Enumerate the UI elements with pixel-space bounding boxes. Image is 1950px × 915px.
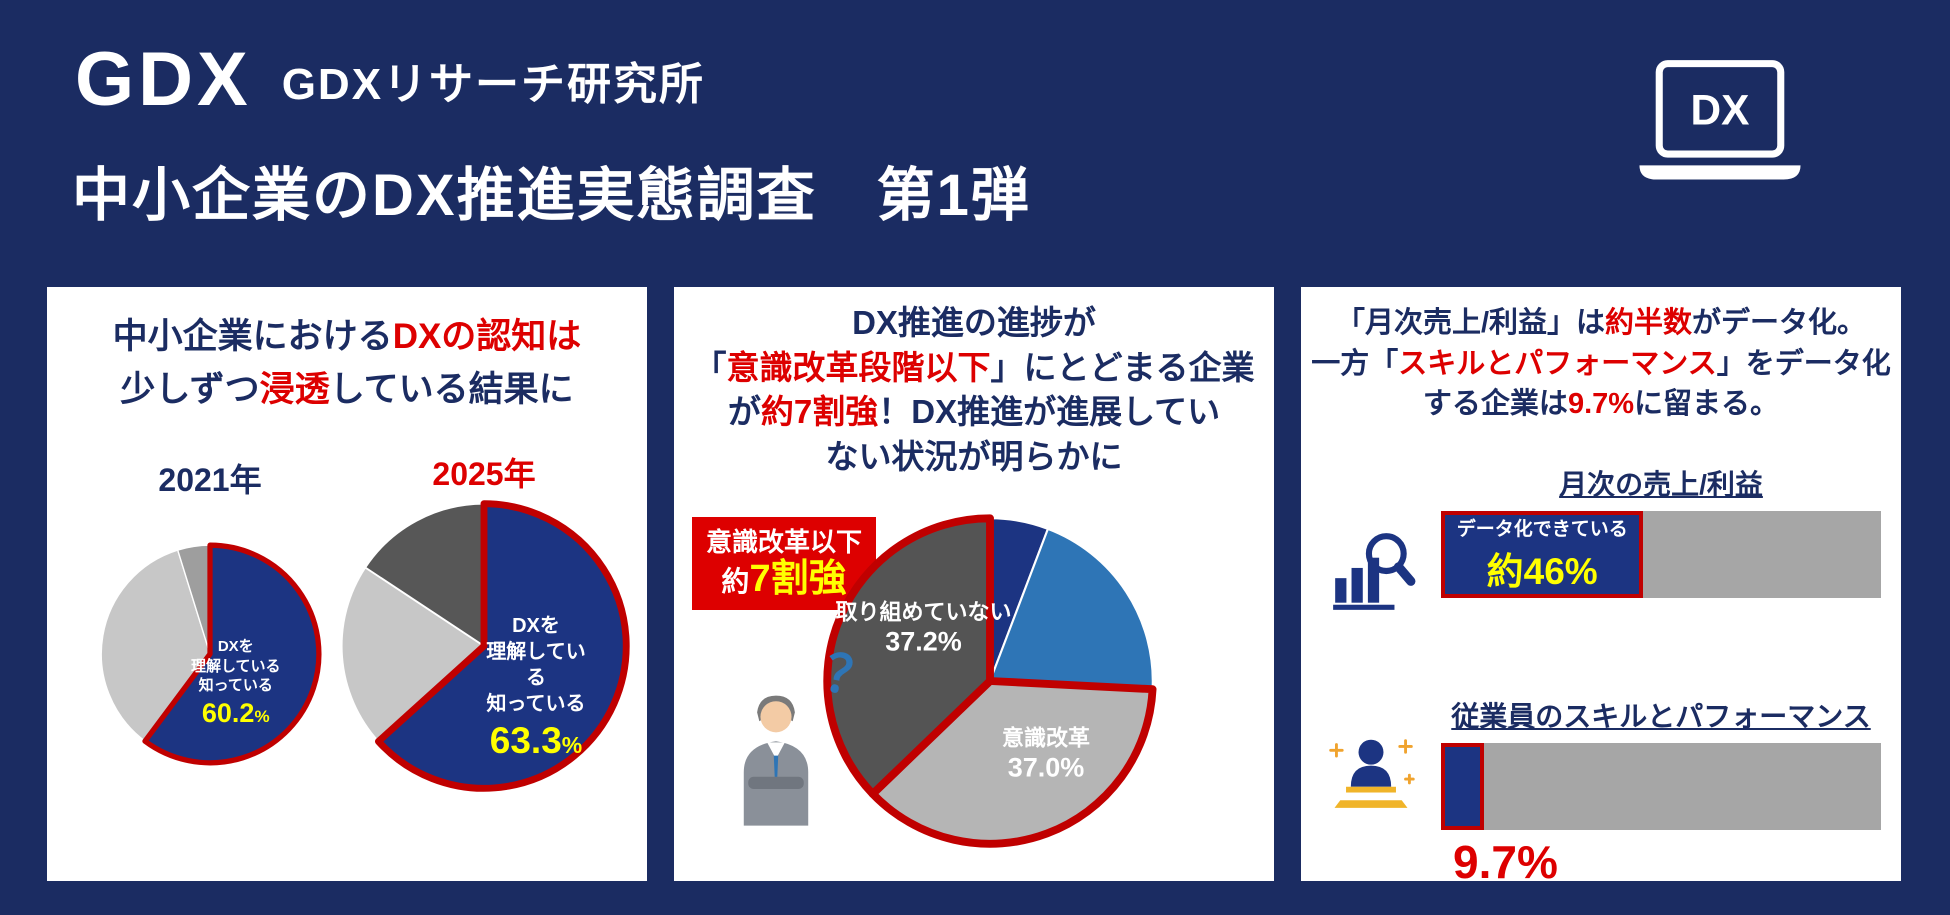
org-name: GDXリサーチ研究所 <box>281 60 706 109</box>
bar1-track: データ化できている 約46% <box>1441 511 1881 598</box>
panel1-title: 中小企業におけるDXの認知は 少しずつ浸透している結果に <box>47 287 647 416</box>
panel-data-usage: 「月次売上/利益」は約半数がデータ化。 一方「スキルとパフォーマンス」をデータ化… <box>1301 287 1901 888</box>
laptop-dx-label: DX <box>1691 86 1750 133</box>
logo-row: GDX GDXリサーチ研究所 <box>75 42 705 118</box>
dx-laptop-icon: DX <box>1600 58 1840 188</box>
pie-progress-svg <box>823 514 1157 848</box>
bar1-annotation: データ化できている <box>1456 519 1628 540</box>
panel2-title: DX推進の進捗が 「意識改革段階以下」にとどまる企業 が約7割強！DX推進が進展… <box>693 304 1255 475</box>
panel1-title-line1: 中小企業におけるDXの認知は <box>112 317 582 356</box>
bar1-label: 月次の売上/利益 <box>1559 469 1763 500</box>
magnifier-chart-icon <box>1327 525 1419 617</box>
year-label-2021: 2021年 <box>158 462 262 498</box>
highlight-badge: 意識改革以下 約7割強 <box>692 517 876 610</box>
person-laptop-icon <box>1323 719 1419 819</box>
bar1-value: 約46% <box>1486 551 1598 592</box>
bar2-track <box>1441 743 1881 830</box>
page-title: 中小企業のDX推進実態調査 第1弾 <box>72 163 1031 228</box>
header: GDX GDXリサーチ研究所 中小企業のDX推進実態調査 第1弾 DX <box>0 0 1950 287</box>
pie-2021-svg <box>100 542 322 766</box>
pie-chart-2025: DXを 理解している 知っている 63.3% <box>331 493 637 799</box>
pie-2025-svg <box>340 500 630 792</box>
panel1-title-line2: 少しずつ浸透している結果に <box>120 369 574 409</box>
gdx-logo: GDX <box>75 37 252 122</box>
bar2-value: 9.7% <box>1453 836 1558 888</box>
pie-chart-2021: DXを 理解している 知っている 60.2% <box>93 537 327 771</box>
panel-dx-progress: DX推進の進捗が 「意識改革段階以下」にとどまる企業 が約7割強！DX推進が進展… <box>674 287 1274 881</box>
bar2-label: 従業員のスキルとパフォーマンス <box>1451 701 1871 732</box>
thinking-person-illustration <box>726 689 826 829</box>
panels-row: 中小企業におけるDXの認知は 少しずつ浸透している結果に 2021年 2025年… <box>47 287 1901 888</box>
year-label-2025: 2025年 <box>432 456 536 492</box>
panel3-title: 「月次売上/利益」は約半数がデータ化。 一方「スキルとパフォーマンス」をデータ化… <box>1311 307 1891 421</box>
pie-chart-progress: 取り組めていない 37.2% 意識改革 37.0% <box>815 506 1165 856</box>
bar1-fill: データ化できている 約46% <box>1441 511 1644 598</box>
panel-dx-awareness: 中小企業におけるDXの認知は 少しずつ浸透している結果に 2021年 2025年… <box>47 287 647 881</box>
bar2-fill <box>1441 743 1484 830</box>
